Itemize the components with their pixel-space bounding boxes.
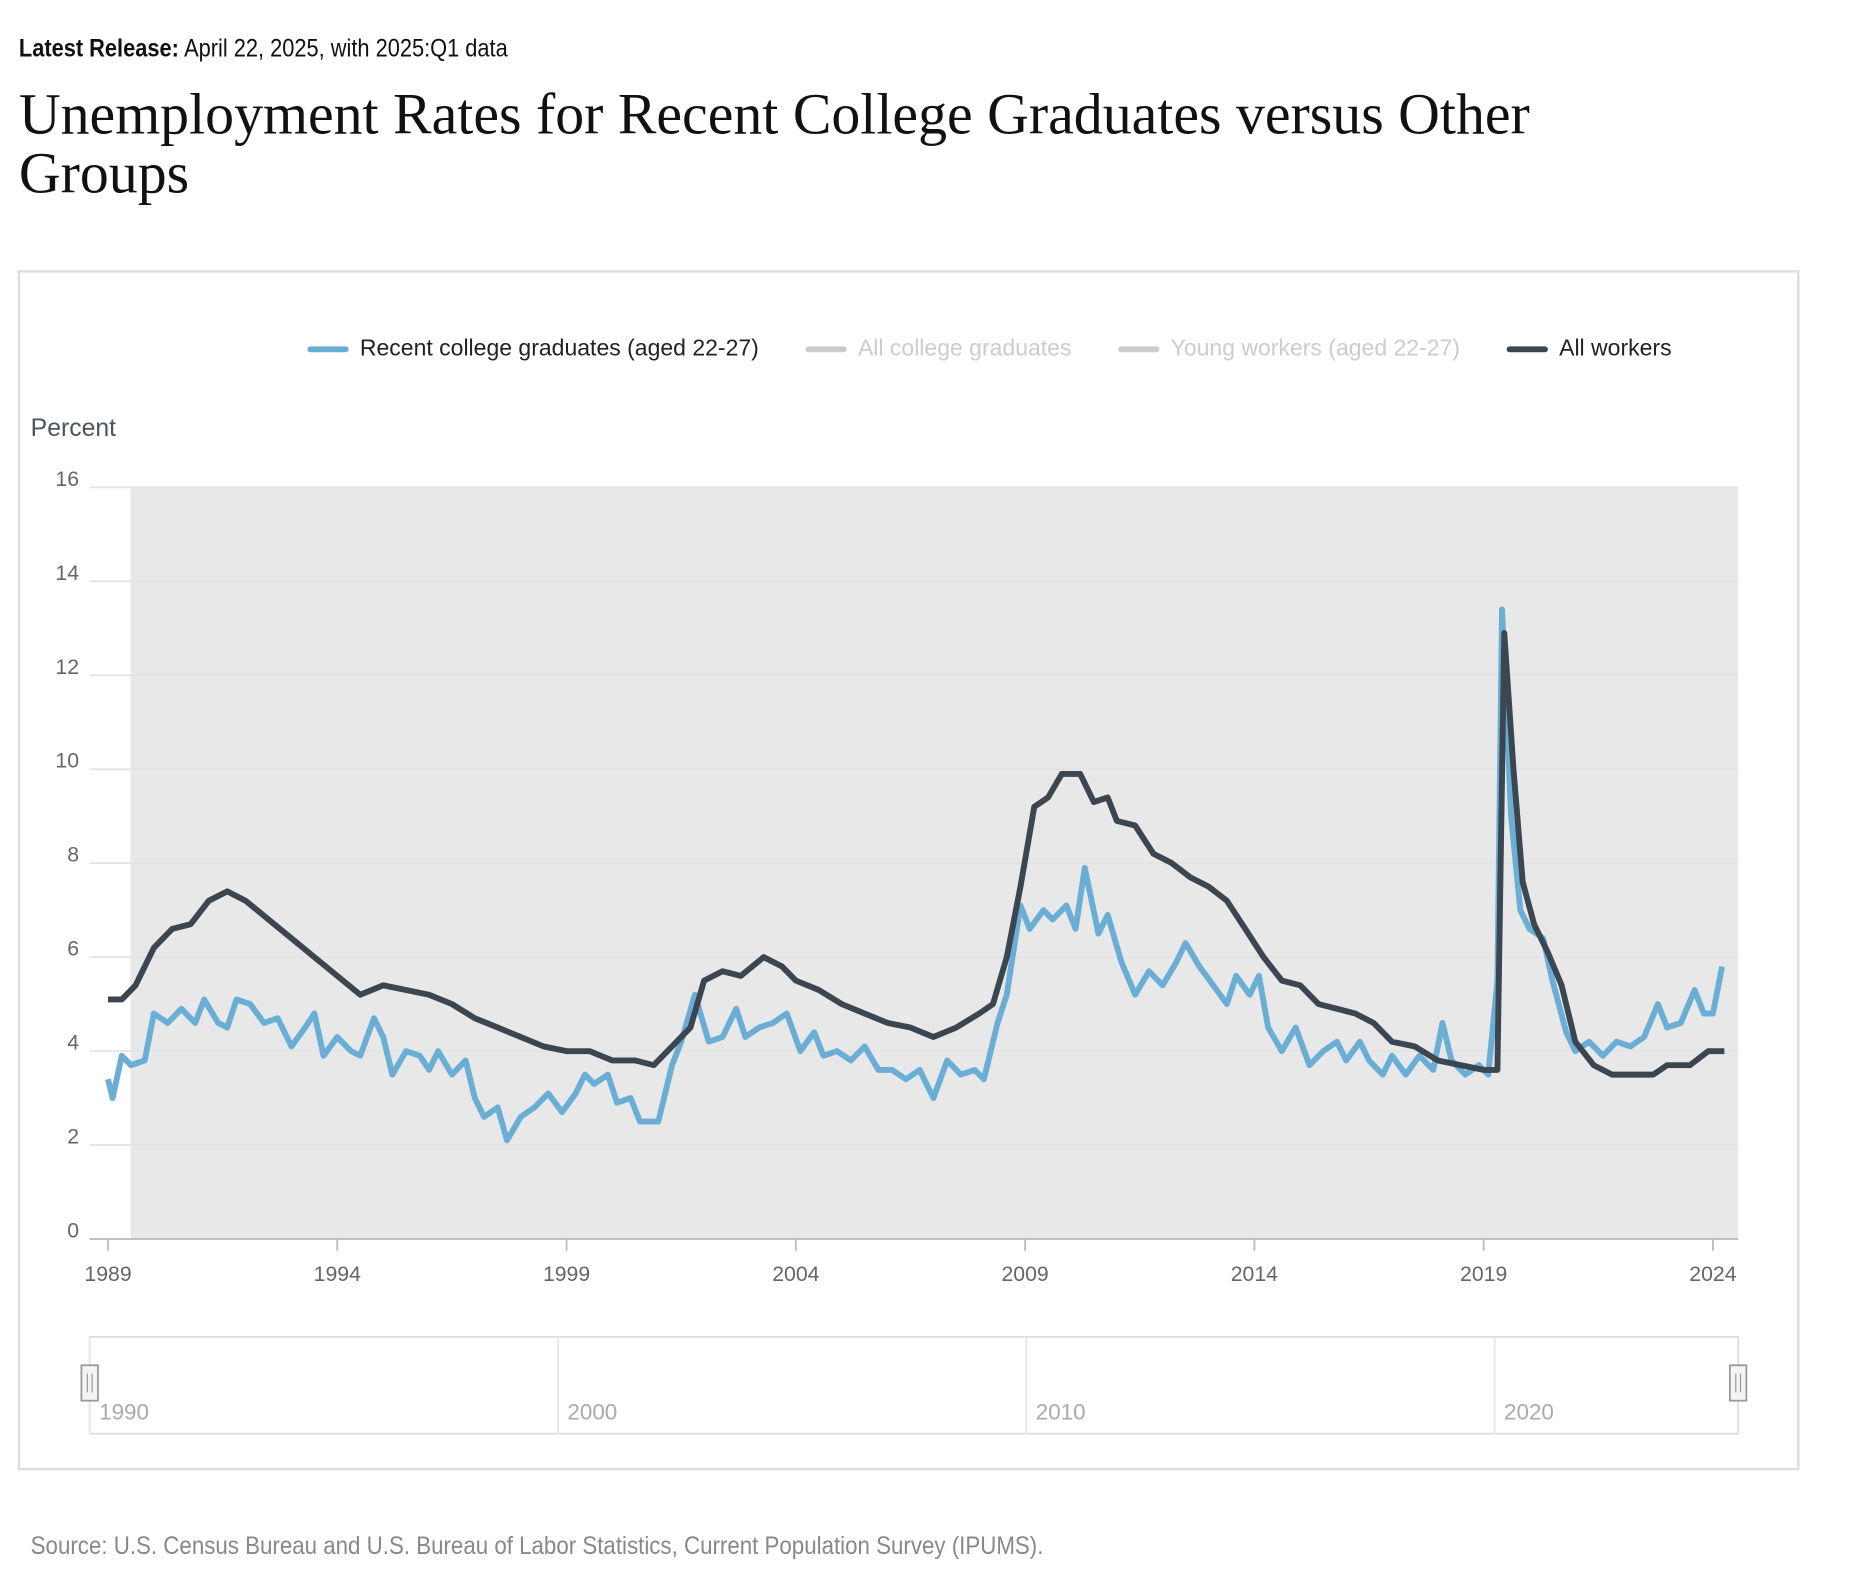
navigator-handle[interactable] (80, 1364, 99, 1402)
legend-label[interactable]: All college graduates (858, 334, 1072, 360)
y-tick-label: 12 (55, 655, 79, 679)
x-tick-label: 2024 (1689, 1262, 1736, 1286)
x-tick-label: 1999 (543, 1262, 590, 1286)
x-tick-label: 2009 (1001, 1262, 1048, 1286)
x-tick-label: 1994 (314, 1262, 361, 1286)
y-axis-label: Percent (31, 415, 116, 442)
x-tick-label: 2004 (772, 1262, 819, 1286)
y-tick-label: 10 (55, 749, 79, 773)
y-tick-label: 6 (67, 937, 79, 961)
release-label: Latest Release: (18, 35, 179, 63)
navigator-handle[interactable] (1728, 1364, 1748, 1402)
chart-title: Unemployment Rates for Recent College Gr… (18, 81, 1530, 206)
x-tick-label: 2019 (1460, 1262, 1507, 1286)
navigator-tick-label: 2020 (1504, 1400, 1554, 1425)
x-tick-label: 1989 (84, 1262, 131, 1286)
legend-label[interactable]: Recent college graduates (aged 22-27) (360, 334, 759, 360)
navigator-tick-label: 2010 (1036, 1400, 1086, 1425)
navigator-tick-label: 1990 (99, 1400, 149, 1425)
x-tick-label: 2014 (1231, 1262, 1278, 1286)
release-text: April 22, 2025, with 2025:Q1 data (184, 35, 508, 63)
series-line (107, 630, 1725, 1078)
y-tick-label: 4 (67, 1031, 79, 1055)
y-tick-label: 14 (55, 561, 79, 585)
y-tick-label: 2 (67, 1125, 79, 1149)
navigator-tick-label: 2000 (567, 1400, 617, 1425)
y-tick-label: 0 (67, 1219, 79, 1243)
release-note: Latest Release: April 22, 2025, with 2025… (19, 35, 508, 63)
y-tick-label: 16 (55, 467, 79, 491)
legend-label[interactable]: All workers (1559, 334, 1671, 360)
legend-label[interactable]: Young workers (aged 22-27) (1171, 334, 1460, 360)
source-note: Source: U.S. Census Bureau and U.S. Bure… (30, 1532, 1044, 1560)
y-tick-label: 8 (67, 843, 79, 867)
